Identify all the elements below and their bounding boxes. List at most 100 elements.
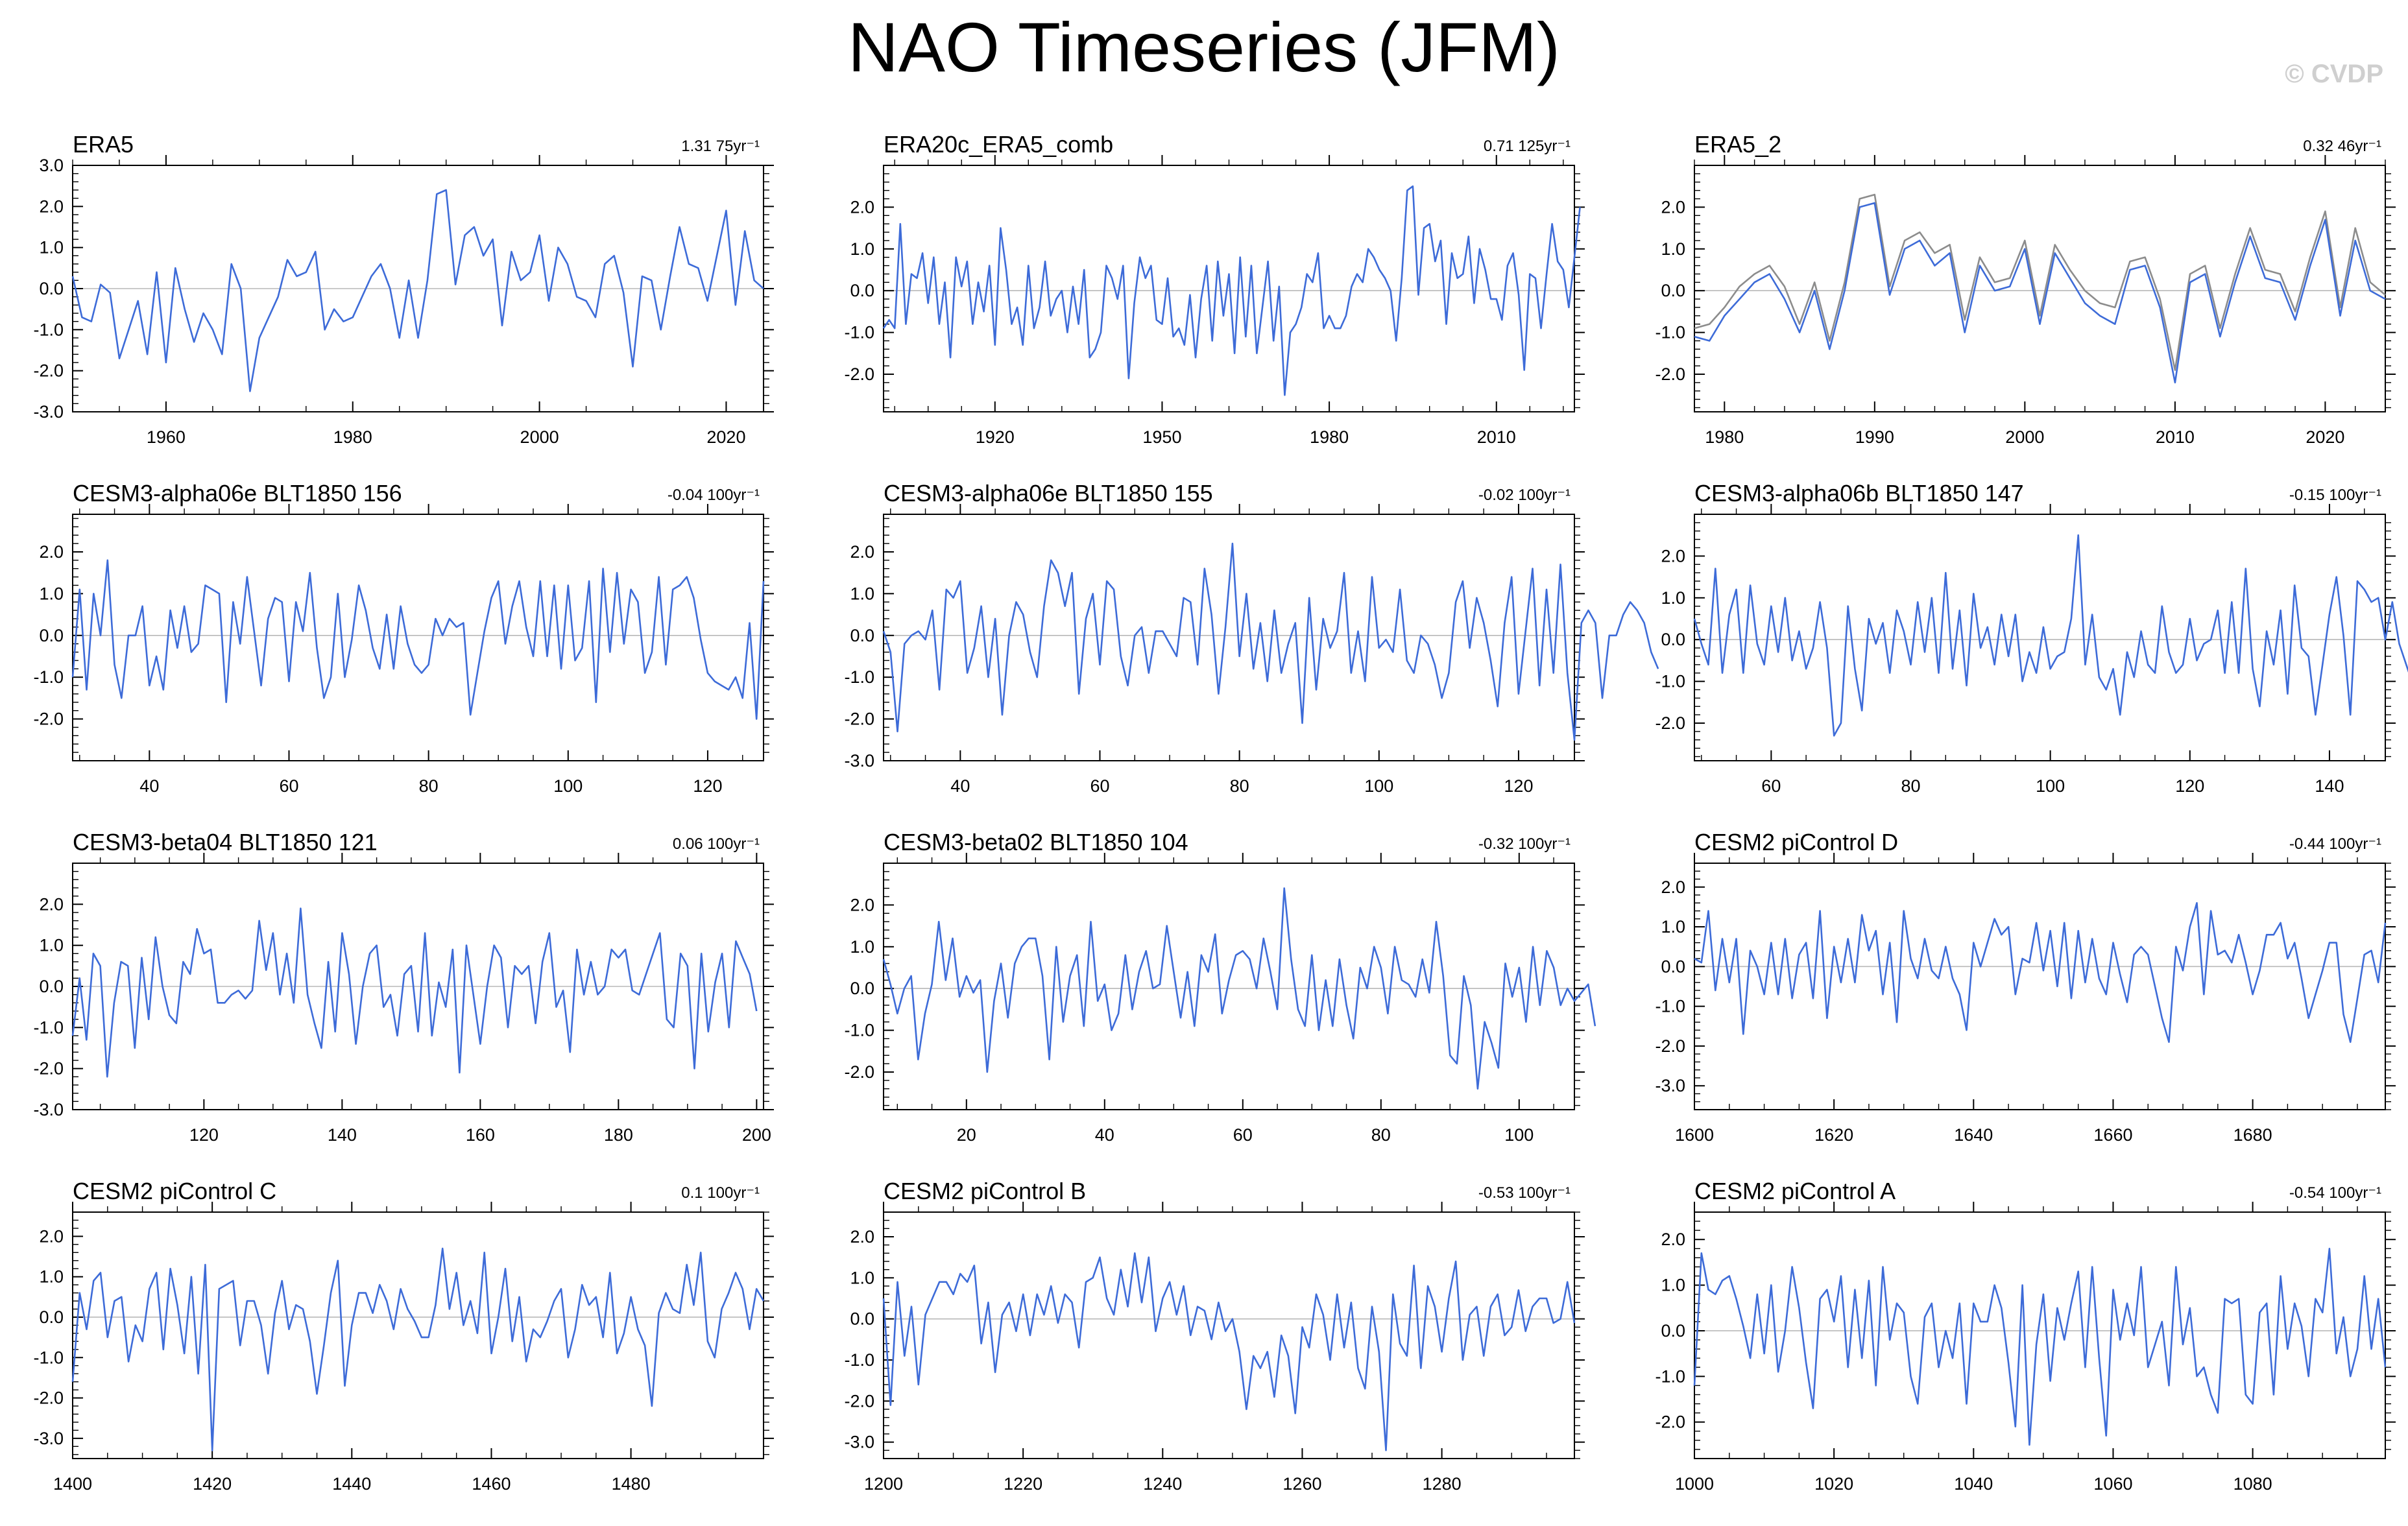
y-tick-label: 0.0: [39, 977, 64, 996]
y-tick-label: -2.0: [33, 361, 64, 381]
x-tick-label: 160: [466, 1125, 495, 1145]
y-tick-label: -1.0: [33, 1018, 64, 1037]
x-tick-label: 1600: [1675, 1125, 1714, 1145]
x-tick-label: 1000: [1675, 1474, 1714, 1494]
chart-panel: CESM3-alpha06e BLT1850 156 -0.04 100yr⁻¹ -…: [33, 480, 774, 796]
x-tick-label: 1040: [1954, 1474, 1993, 1494]
x-tick-label: 120: [2175, 776, 2204, 796]
y-tick-label: 1.0: [1661, 917, 1685, 936]
x-tick-label: 1620: [1814, 1125, 1853, 1145]
x-tick-label: 140: [2315, 776, 2344, 796]
y-tick-label: -2.0: [1655, 713, 1685, 733]
y-tick-label: -1.0: [33, 320, 64, 339]
y-tick-label: -1.0: [844, 1021, 874, 1040]
x-tick-label: 120: [693, 776, 722, 796]
y-tick-label: -1.0: [33, 1348, 64, 1367]
panel-title: CESM3-beta02 BLT1850 104: [884, 829, 1188, 855]
y-tick-label: 0.0: [850, 1309, 874, 1329]
x-tick-label: 1200: [864, 1474, 903, 1494]
series-line: [71, 1247, 765, 1451]
y-tick-label: 1.0: [39, 1267, 64, 1287]
x-tick-label: 80: [1901, 776, 1920, 796]
series-line: [1694, 202, 2386, 384]
y-tick-label: 1.0: [1661, 239, 1685, 259]
trend-label: 0.1 100yr⁻¹: [681, 1184, 760, 1202]
y-tick-label: 1.0: [1661, 588, 1685, 608]
series-line: [882, 185, 1581, 396]
y-tick-label: -1.0: [1655, 323, 1685, 342]
trend-label: -0.44 100yr⁻¹: [2289, 835, 2381, 853]
plot-frame: [72, 1211, 764, 1459]
chart-panel: ERA20c_ERA5_comb 0.71 125yr⁻¹ -2.0 -1.0 0.0 1…: [844, 131, 1585, 447]
chart-panel: CESM2 piControl D -0.44 100yr⁻¹ -3.0 -2.0 -1…: [1655, 829, 2396, 1145]
x-tick-label: 60: [1090, 776, 1109, 796]
y-tick-label: 2.0: [39, 542, 64, 562]
panel-title: CESM2 piControl C: [73, 1178, 276, 1204]
y-tick-label: 2.0: [39, 894, 64, 914]
y-tick-label: -1.0: [844, 323, 874, 342]
panel-title: ERA20c_ERA5_comb: [884, 131, 1113, 158]
x-tick-label: 1980: [333, 427, 372, 447]
y-tick-label: 0.0: [1661, 957, 1685, 976]
x-tick-label: 40: [139, 776, 159, 796]
y-tick-label: 0.0: [39, 279, 64, 298]
panel-title: CESM3-alpha06b BLT1850 147: [1694, 480, 2024, 507]
y-tick-label: 1.0: [1661, 1276, 1685, 1295]
x-tick-label: 100: [2036, 776, 2065, 796]
x-tick-label: 40: [950, 776, 970, 796]
y-tick-label: 1.0: [850, 1268, 874, 1287]
series-line: [71, 559, 765, 720]
x-tick-label: 1060: [2093, 1474, 2132, 1494]
plot-frame: [1694, 863, 2386, 1110]
series-line: [71, 907, 758, 1078]
x-tick-label: 1950: [1142, 427, 1181, 447]
y-tick-label: 1.0: [850, 937, 874, 957]
y-tick-label: 1.0: [850, 584, 874, 603]
x-tick-label: 1990: [1855, 427, 1894, 447]
plot-frame: [72, 514, 764, 761]
chart-panel: CESM2 piControl A -0.54 100yr⁻¹ -2.0 -1.0 0.…: [1655, 1178, 2396, 1494]
x-tick-label: 80: [1230, 776, 1249, 796]
x-tick-label: 2010: [2156, 427, 2195, 447]
panel-title: ERA5_2: [1694, 131, 1781, 158]
x-tick-label: 60: [279, 776, 298, 796]
y-tick-label: 0.0: [1661, 1321, 1685, 1341]
x-tick-label: 120: [189, 1125, 219, 1145]
y-tick-label: 1.0: [39, 238, 64, 257]
y-tick-label: -1.0: [844, 1350, 874, 1370]
panel-title: CESM2 piControl A: [1694, 1178, 1896, 1204]
x-tick-label: 1280: [1423, 1474, 1462, 1494]
y-tick-label: -2.0: [33, 1389, 64, 1408]
y-tick-label: 2.0: [1661, 877, 1685, 897]
y-tick-label: -2.0: [33, 709, 64, 729]
y-tick-label: -3.0: [844, 1433, 874, 1452]
y-tick-label: -2.0: [1655, 1413, 1685, 1432]
y-tick-label: -3.0: [33, 402, 64, 422]
x-tick-label: 2000: [2005, 427, 2044, 447]
series-line: [71, 189, 764, 392]
x-tick-label: 1440: [332, 1474, 371, 1494]
trend-label: -0.02 100yr⁻¹: [1478, 486, 1571, 504]
x-tick-label: 1460: [472, 1474, 511, 1494]
y-tick-label: 1.0: [39, 584, 64, 603]
plot-frame: [883, 1211, 1575, 1459]
y-tick-label: 2.0: [1661, 546, 1685, 566]
series-line: [882, 887, 1596, 1090]
series-line: [882, 542, 1659, 741]
trend-label: -0.53 100yr⁻¹: [1478, 1184, 1571, 1202]
y-tick-label: 2.0: [39, 197, 64, 216]
trend-label: -0.04 100yr⁻¹: [668, 486, 760, 504]
x-tick-label: 1960: [147, 427, 186, 447]
y-tick-label: -1.0: [1655, 1366, 1685, 1386]
y-tick-label: -2.0: [844, 1062, 874, 1082]
panel-title: ERA5: [73, 131, 134, 158]
x-tick-label: 60: [1761, 776, 1781, 796]
plot-frame: [1694, 1211, 2386, 1459]
x-tick-label: 1980: [1705, 427, 1744, 447]
series-line: [1694, 902, 2387, 1043]
x-tick-label: 1240: [1143, 1474, 1182, 1494]
x-tick-label: 140: [328, 1125, 357, 1145]
y-tick-label: 0.0: [850, 281, 874, 300]
y-tick-label: 2.0: [1661, 1230, 1685, 1249]
